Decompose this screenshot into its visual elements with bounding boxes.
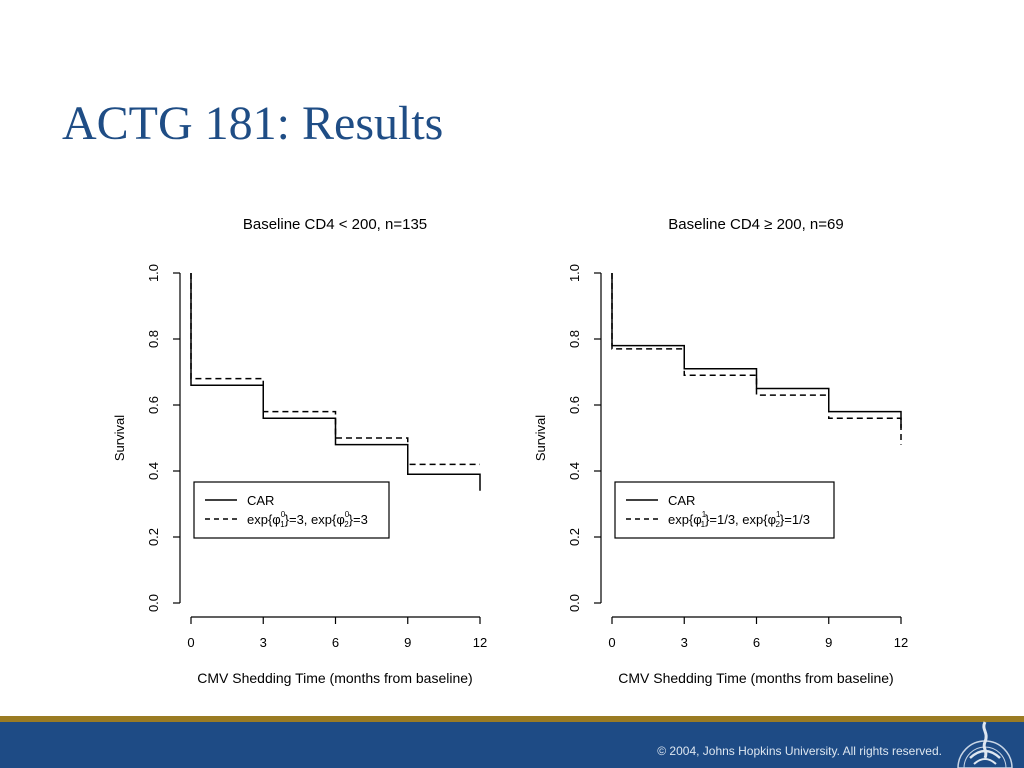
series-line-car <box>190 273 481 491</box>
x-tick-label: 6 <box>332 635 339 650</box>
y-tick-label: 0.6 <box>567 396 582 414</box>
legend-label-dashed: exp{φ0 1}=3, exp{φ0 2}=3 <box>247 510 368 529</box>
y-tick-label: 0.2 <box>146 528 161 546</box>
legend-superscript: 0 <box>281 510 286 519</box>
legend-subscript: 1 <box>701 520 706 529</box>
y-tick-label: 0.6 <box>146 396 161 414</box>
y-tick-label: 1.0 <box>146 264 161 282</box>
y-tick-label: 1.0 <box>567 264 582 282</box>
x-axis-label: CMV Shedding Time (months from baseline) <box>618 670 893 686</box>
legend-box <box>614 481 835 539</box>
y-tick-label: 0.0 <box>146 594 161 612</box>
legend-text-part: }=1/3 <box>780 512 810 527</box>
chart-1: Baseline CD4 < 200, n=135 0.0 0.2 0.4 0.6 0.8… <box>112 216 487 686</box>
series-line-dashed <box>190 273 480 466</box>
legend-box <box>193 481 390 539</box>
slide-title: ACTG 181: Results <box>62 97 444 150</box>
series-line-dashed <box>611 273 902 445</box>
x-tick-label: 9 <box>404 635 411 650</box>
series-line-car <box>611 273 902 429</box>
legend-superscript: 1 <box>702 510 707 519</box>
legend-text-part: }=1/3, exp{φ <box>705 512 776 527</box>
footer: © 2004, Johns Hopkins University. All ri… <box>0 716 1024 768</box>
chart-title: Baseline CD4 ≥ 200, n=69 <box>668 216 843 233</box>
legend-label-dashed: exp{φ1 1}=1/3, exp{φ1 2}=1/3 <box>668 510 810 529</box>
legend-subscript: 1 <box>280 520 285 529</box>
x-tick-label: 12 <box>894 635 908 650</box>
legend-text-part: exp{φ <box>668 512 702 527</box>
y-tick-label: 0.8 <box>567 330 582 348</box>
legend-text-part: }=3, exp{φ <box>285 512 345 527</box>
x-tick-label: 3 <box>681 635 688 650</box>
footer-bar: © 2004, Johns Hopkins University. All ri… <box>0 722 1024 768</box>
legend-subscript: 2 <box>775 520 780 529</box>
copyright-text: © 2004, Johns Hopkins University. All ri… <box>657 744 942 758</box>
legend-text-part: }=3 <box>349 512 368 527</box>
legend-superscript: 1 <box>776 510 781 519</box>
legend-label-car: CAR <box>247 493 274 508</box>
x-tick-label: 9 <box>825 635 832 650</box>
y-tick-label: 0.0 <box>567 594 582 612</box>
x-tick-label: 6 <box>753 635 760 650</box>
y-tick-label: 0.2 <box>567 528 582 546</box>
legend-label-car: CAR <box>668 493 695 508</box>
legend-superscript: 0 <box>345 510 350 519</box>
legend-subscript: 2 <box>344 520 349 529</box>
x-tick-label: 12 <box>473 635 487 650</box>
footer-gold-stripe <box>0 716 1024 722</box>
y-tick-label: 0.8 <box>146 330 161 348</box>
x-axis-label: CMV Shedding Time (months from baseline) <box>197 670 472 686</box>
university-seal-icon <box>957 721 1013 768</box>
legend-text-part: exp{φ <box>247 512 281 527</box>
x-tick-label: 0 <box>608 635 615 650</box>
x-tick-label: 3 <box>260 635 267 650</box>
chart-2: Baseline CD4 ≥ 200, n=69 0.0 0.2 0.4 0.6 0.8 1… <box>533 216 908 686</box>
y-axis-label: Survival <box>112 415 127 461</box>
x-tick-label: 0 <box>187 635 194 650</box>
chart-title: Baseline CD4 < 200, n=135 <box>243 216 427 233</box>
y-tick-label: 0.4 <box>146 462 161 480</box>
y-tick-label: 0.4 <box>567 462 582 480</box>
y-axis-label: Survival <box>533 415 548 461</box>
survival-charts: Baseline CD4 < 200, n=135 0.0 0.2 0.4 0.6 0.8… <box>112 216 908 686</box>
